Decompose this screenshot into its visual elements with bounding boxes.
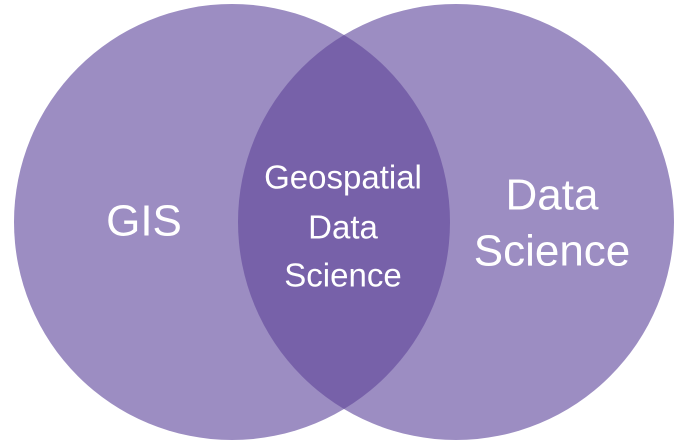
data-science-label-line-1: Data <box>506 171 599 220</box>
gis-label: GIS <box>106 197 182 246</box>
overlap-label-line-1: Geospatial <box>264 159 422 196</box>
data-science-label-line-2: Science <box>474 227 631 276</box>
overlap-region <box>238 4 450 440</box>
overlap-label-line-3: Science <box>284 257 401 294</box>
overlap-label-line-2: Data <box>308 209 378 246</box>
